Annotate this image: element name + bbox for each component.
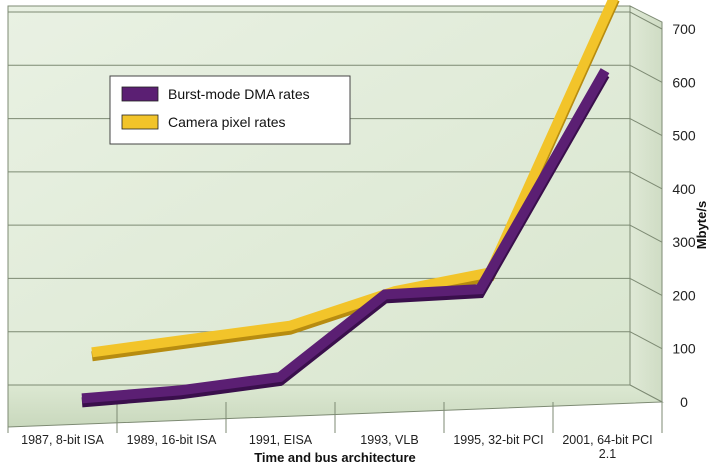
gridline-side [629,331,663,350]
x-tick-label: 1989, 16-bit ISA [127,433,217,447]
chart-panels [7,5,664,428]
gridline-side [629,224,663,243]
y-tick-label: 100 [672,341,696,357]
right-side-wall [629,5,663,403]
y-axis-title: Mbyte/s [694,201,709,249]
gridline-side [629,11,663,30]
y-tick-label: 300 [672,234,696,250]
y-tick-label: 0 [680,394,688,410]
gridline-side [629,64,663,83]
legend-label: Burst-mode DMA rates [168,86,310,102]
x-tick-label: 1995, 32-bit PCI [453,433,543,447]
y-tick-label: 400 [672,181,696,197]
gridline-side [629,171,663,190]
x-tick-label: 1991, EISA [249,433,313,447]
gridline-side [629,277,663,296]
legend-label: Camera pixel rates [168,114,286,130]
series-line [81,68,610,404]
y-tick-labels: 0 100 200 300 400 500 600 700 [672,21,696,410]
x-tick-label: 2001, 64-bit PCI 2.1 [562,433,652,461]
y-tick-label: 600 [672,74,696,90]
x-tick-label: 1993, VLB [360,433,418,447]
legend-swatch [121,86,159,102]
x-axis-title: Time and bus architecture [254,450,416,465]
legend-swatch [121,114,159,130]
series-lines [81,0,620,408]
x-tick-label: 1987, 8-bit ISA [21,433,104,447]
x-tick-labels: 1987, 8-bit ISA 1989, 16-bit ISA 1991, EIS… [7,402,663,461]
legend: Burst-mode DMA rates Camera pixel rates [109,75,351,145]
gridline-side [629,118,663,137]
y-tick-label: 700 [672,21,696,37]
y-tick-label: 500 [672,128,696,144]
y-tick-label: 200 [672,287,696,303]
